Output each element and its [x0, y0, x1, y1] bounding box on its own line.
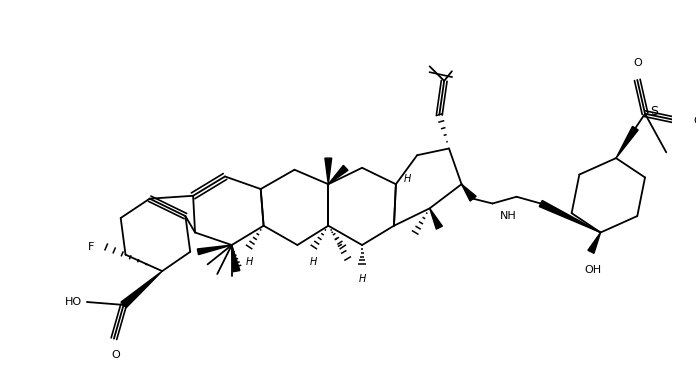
Polygon shape [232, 245, 240, 272]
Polygon shape [329, 165, 348, 184]
Polygon shape [429, 208, 443, 229]
Polygon shape [121, 271, 162, 308]
Text: O: O [693, 116, 696, 127]
Text: H: H [358, 274, 366, 284]
Polygon shape [461, 184, 476, 201]
Text: H: H [310, 256, 317, 267]
Text: HO: HO [65, 297, 82, 307]
Polygon shape [616, 126, 638, 158]
Text: O: O [633, 59, 642, 68]
Text: H: H [404, 174, 411, 184]
Text: OH: OH [585, 265, 601, 275]
Text: NH: NH [500, 211, 517, 221]
Polygon shape [325, 158, 332, 184]
Polygon shape [539, 201, 601, 233]
Text: O: O [111, 350, 120, 360]
Text: F: F [88, 242, 95, 252]
Polygon shape [588, 233, 601, 253]
Text: S: S [650, 105, 658, 118]
Polygon shape [198, 245, 232, 255]
Text: H: H [246, 256, 253, 267]
